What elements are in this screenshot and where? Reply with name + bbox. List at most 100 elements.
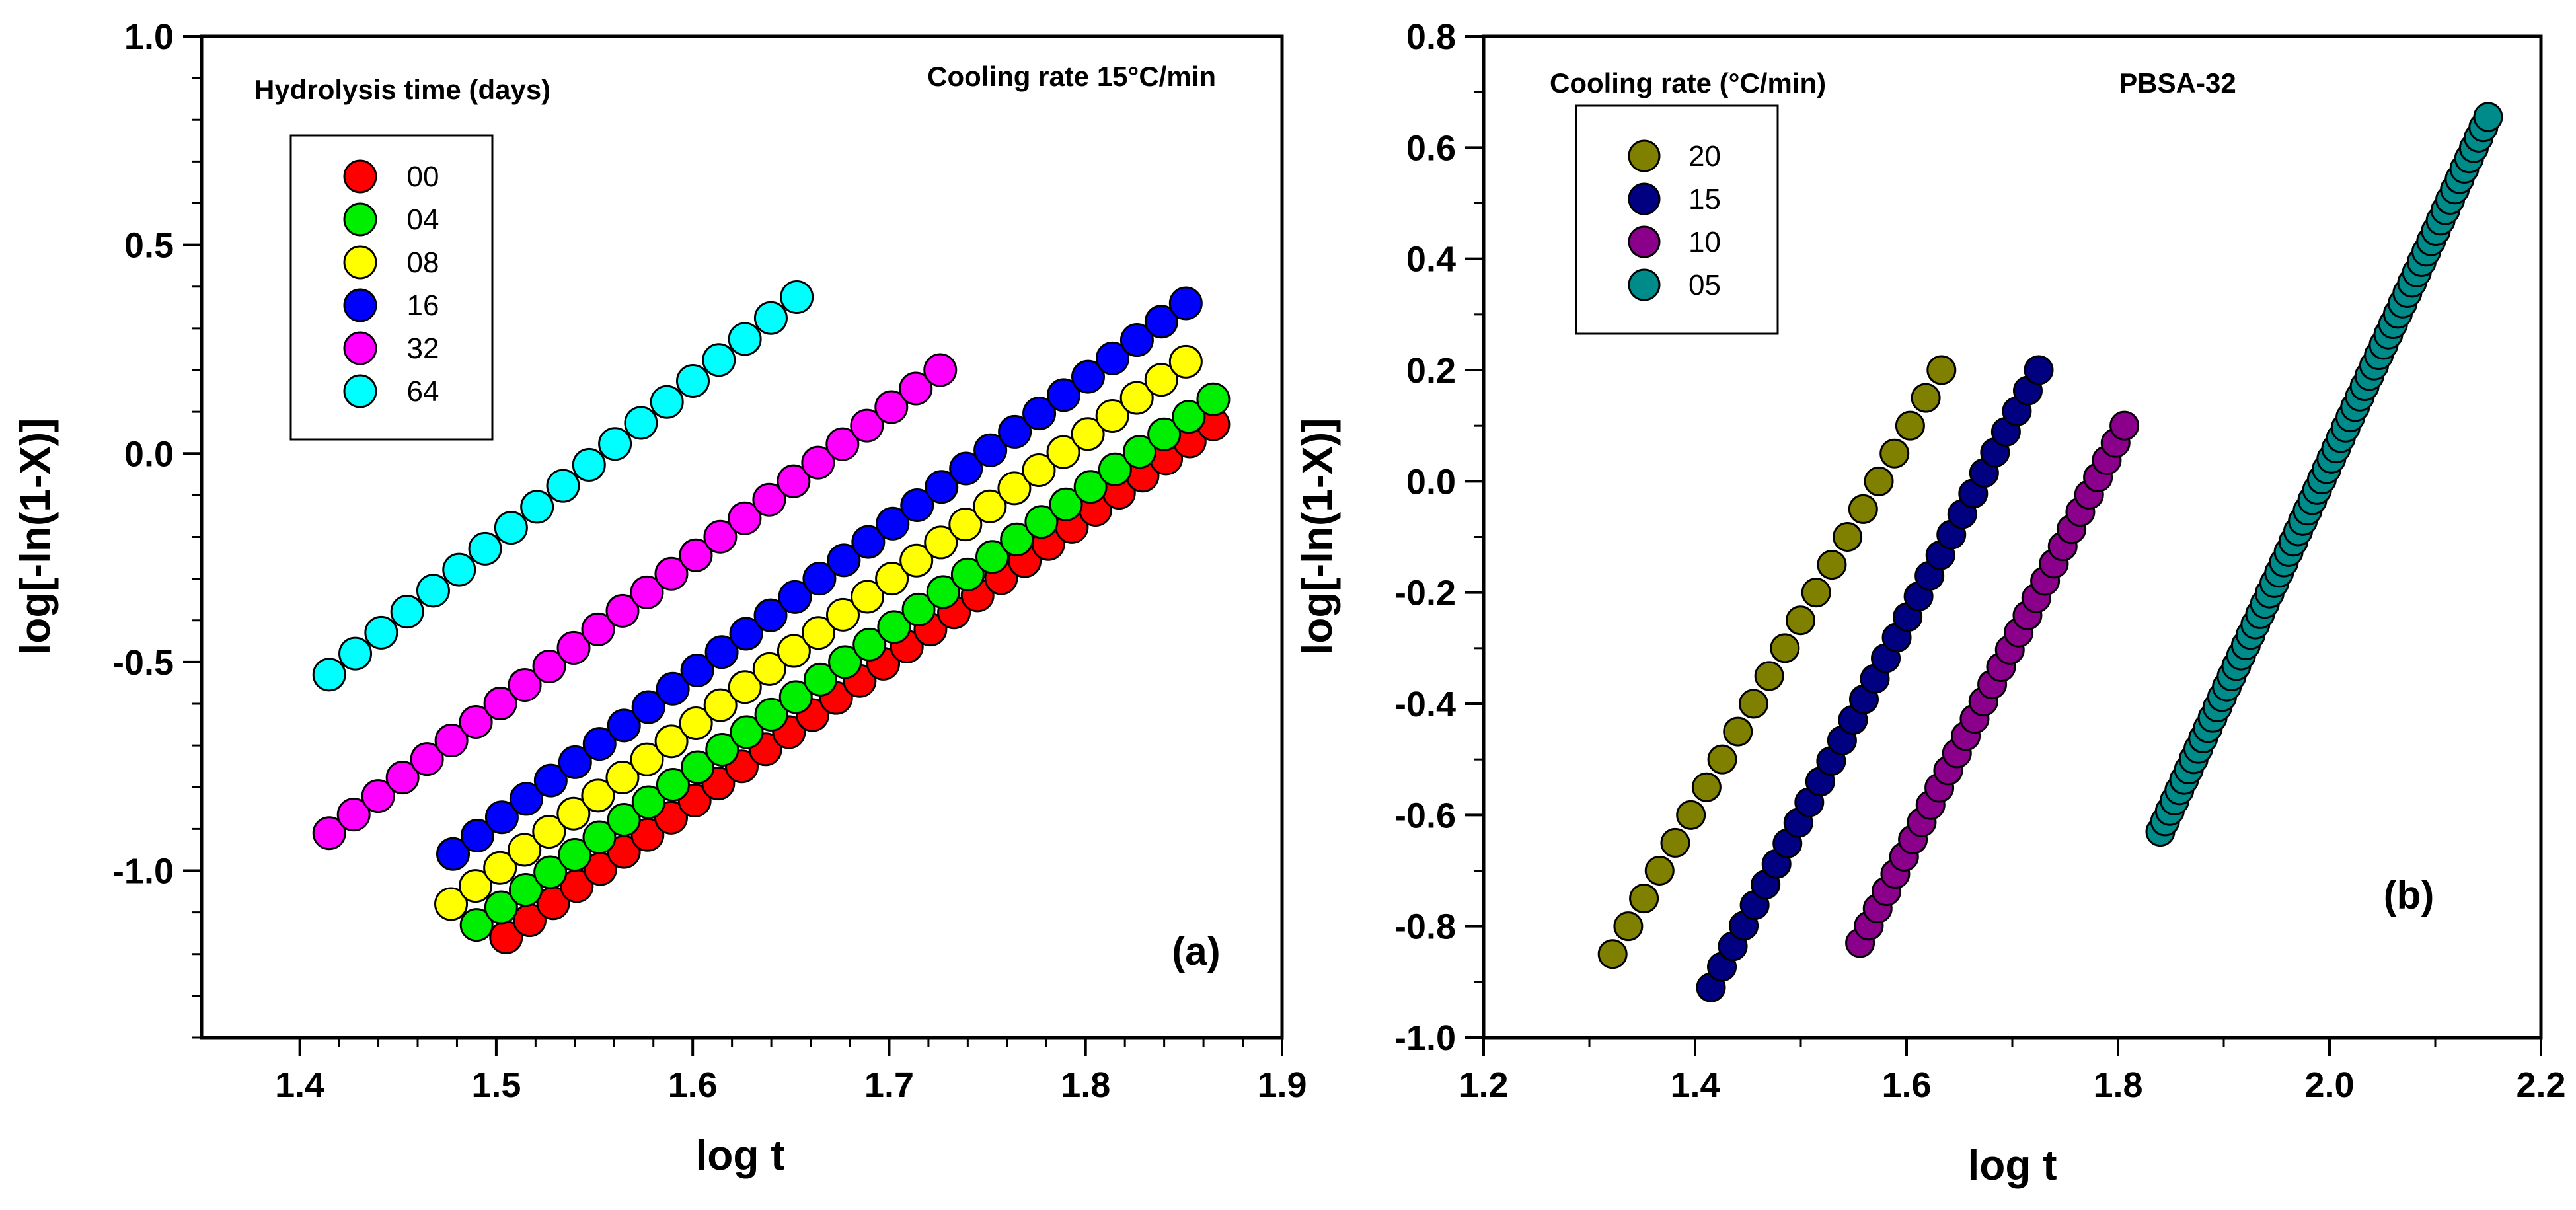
panel-a-point-series-64 bbox=[780, 280, 814, 315]
panel-a-point-series-64 bbox=[416, 574, 450, 608]
panel-a-point-series-32 bbox=[410, 742, 444, 776]
panel-a-point-series-16 bbox=[1095, 341, 1129, 375]
panel-b-point-series-15 bbox=[2024, 355, 2054, 385]
panel-a-point-series-04 bbox=[484, 890, 518, 925]
panel-b-point-series-20 bbox=[1786, 605, 1816, 636]
panel-a-point-series-08 bbox=[851, 580, 885, 614]
panel-a-point-series-16 bbox=[460, 818, 494, 852]
panel-b-point-series-20 bbox=[1770, 633, 1800, 663]
panel-a-point-series-08 bbox=[899, 543, 934, 578]
panel-a-point-series-32 bbox=[361, 779, 395, 813]
panel-a-point-series-16 bbox=[925, 470, 959, 504]
panel-b-point-series-20 bbox=[1597, 939, 1628, 969]
panel-a-point-series-08 bbox=[508, 833, 542, 867]
panel-a-point-series-32 bbox=[605, 593, 640, 628]
panel-a-point-series-16 bbox=[1047, 378, 1081, 412]
panel-a-point-series-64 bbox=[442, 552, 476, 587]
panel-b-point-series-20 bbox=[1911, 383, 1941, 413]
panel-a-point-series-08 bbox=[556, 796, 591, 831]
panel-a-ticks: 1.4 1.5 1.6 1.7 1.8 1.9 -1.0 -0.5 0.0 0.5 1.0 bbox=[112, 17, 1307, 1105]
panel-b-point-series-10 bbox=[2109, 410, 2140, 441]
panel-a-point-series-32 bbox=[728, 501, 762, 535]
panel-a-point-series-04 bbox=[926, 575, 960, 609]
panel-a-point-series-32 bbox=[801, 445, 835, 480]
panel-b-point-series-20 bbox=[1864, 466, 1894, 496]
panel-a-point-series-08 bbox=[752, 652, 786, 686]
panel-a-point-series-16 bbox=[949, 451, 983, 486]
panel-a-point-series-04 bbox=[730, 715, 764, 749]
panel-a-point-series-32 bbox=[434, 724, 469, 758]
panel-a-point-series-08 bbox=[875, 562, 909, 596]
panel-a-point-series-32 bbox=[679, 538, 713, 572]
panel-a-point-series-04 bbox=[778, 680, 813, 714]
panel-a-x-tick-label: 1.8 bbox=[1061, 1065, 1110, 1105]
panel-a-point-series-04 bbox=[975, 540, 1010, 574]
panel-a-point-series-08 bbox=[1071, 417, 1105, 451]
panel-a-point-series-16 bbox=[729, 617, 763, 651]
panel-a-point-series-64 bbox=[728, 322, 762, 356]
panel-a-point-series-08 bbox=[1168, 344, 1203, 379]
panel-b-y-tick-label: 0.4 bbox=[1406, 240, 1456, 280]
panel-b-point-series-20 bbox=[1707, 744, 1737, 775]
panel-a-point-series-64 bbox=[702, 343, 736, 377]
panel-a-point-series-04 bbox=[1098, 452, 1132, 486]
panel-a-legend-marker-08 bbox=[343, 245, 377, 280]
panel-a-x-tick-label: 1.5 bbox=[471, 1065, 521, 1105]
panel-a-point-series-08 bbox=[1144, 363, 1178, 397]
panel-b-legend: 20 15 10 05 bbox=[1628, 139, 1721, 301]
panel-b-point-series-20 bbox=[1613, 911, 1644, 942]
panel-b-point-series-20 bbox=[1848, 494, 1878, 524]
panel-a-point-series-32 bbox=[483, 686, 517, 720]
panel-a-point-series-32 bbox=[752, 482, 786, 517]
panel-a-point-series-16 bbox=[827, 543, 861, 578]
panel-a-point-series-64 bbox=[546, 469, 580, 503]
panel-a-point-series-16 bbox=[582, 727, 617, 761]
panel-a-point-series-64 bbox=[598, 427, 632, 461]
panel-a-y-tick-label: -1.0 bbox=[112, 852, 174, 891]
panel-a-point-series-04 bbox=[656, 767, 690, 802]
panel-a-annotation: Cooling rate 15°C/min bbox=[927, 61, 1216, 92]
panel-a-point-series-16 bbox=[1119, 323, 1154, 358]
panel-a-y-tick-label: 1.0 bbox=[124, 17, 174, 57]
panel-a-legend-label-00: 00 bbox=[407, 161, 439, 193]
panel-a-point-series-04 bbox=[459, 908, 494, 942]
panel-a-point-series-64 bbox=[364, 615, 398, 650]
panel-b-point-series-05 bbox=[2473, 102, 2503, 132]
panel-b-x-axis-label: log t bbox=[1967, 1141, 2057, 1189]
panel-b-point-series-20 bbox=[1817, 550, 1847, 580]
panel-a-point-series-64 bbox=[312, 658, 346, 692]
panel-a-point-series-32 bbox=[654, 556, 689, 591]
panel-a-x-tick-label: 1.9 bbox=[1257, 1065, 1307, 1105]
panel-a-point-series-64 bbox=[753, 301, 788, 335]
panel-a-point-series-04 bbox=[1122, 435, 1156, 469]
panel-a-point-series-16 bbox=[802, 562, 837, 596]
panel-b-legend-label-20: 20 bbox=[1688, 140, 1721, 172]
panel-a-point-series-08 bbox=[434, 887, 469, 921]
panel-b-point-series-20 bbox=[1738, 689, 1768, 719]
panel-a-point-series-32 bbox=[703, 519, 738, 554]
panel-a-point-series-16 bbox=[753, 598, 788, 632]
panel-b-y-tick-label: -0.6 bbox=[1394, 796, 1456, 835]
panel-a-point-series-08 bbox=[973, 489, 1007, 523]
panel-a-point-series-08 bbox=[703, 688, 738, 722]
panel-a-point-series-04 bbox=[1172, 400, 1206, 434]
panel-a-point-series-32 bbox=[385, 761, 420, 795]
panel-b-y-tick-label: 0.6 bbox=[1406, 128, 1456, 168]
panel-a-point-series-04 bbox=[1024, 505, 1059, 539]
panel-a-point-series-64 bbox=[468, 531, 502, 566]
panel-b-legend-marker-05 bbox=[1628, 268, 1661, 301]
panel-a-legend-label-04: 04 bbox=[407, 204, 439, 236]
panel-a-point-series-16 bbox=[876, 506, 910, 541]
panel-a-point-series-08 bbox=[679, 706, 713, 740]
panel-a-point-series-08 bbox=[777, 634, 811, 668]
panel-a-point-series-04 bbox=[1000, 522, 1034, 556]
panel-a-legend-marker-04 bbox=[343, 202, 377, 237]
panel-b-point-series-20 bbox=[1801, 578, 1831, 608]
panel-a-point-series-64 bbox=[520, 490, 554, 524]
panel-b-ticks: 1.2 1.4 1.6 1.8 2.0 2.2 -1.0 -0.8 -0.6 -0.4 -0.2 0.… bbox=[1394, 17, 2566, 1105]
panel-a-point-series-08 bbox=[654, 724, 689, 759]
panel-a-point-series-32 bbox=[850, 408, 884, 443]
panel-a-point-series-32 bbox=[899, 371, 933, 406]
panel-a-point-series-08 bbox=[1119, 381, 1154, 415]
panel-a-x-axis-label: log t bbox=[695, 1131, 784, 1179]
